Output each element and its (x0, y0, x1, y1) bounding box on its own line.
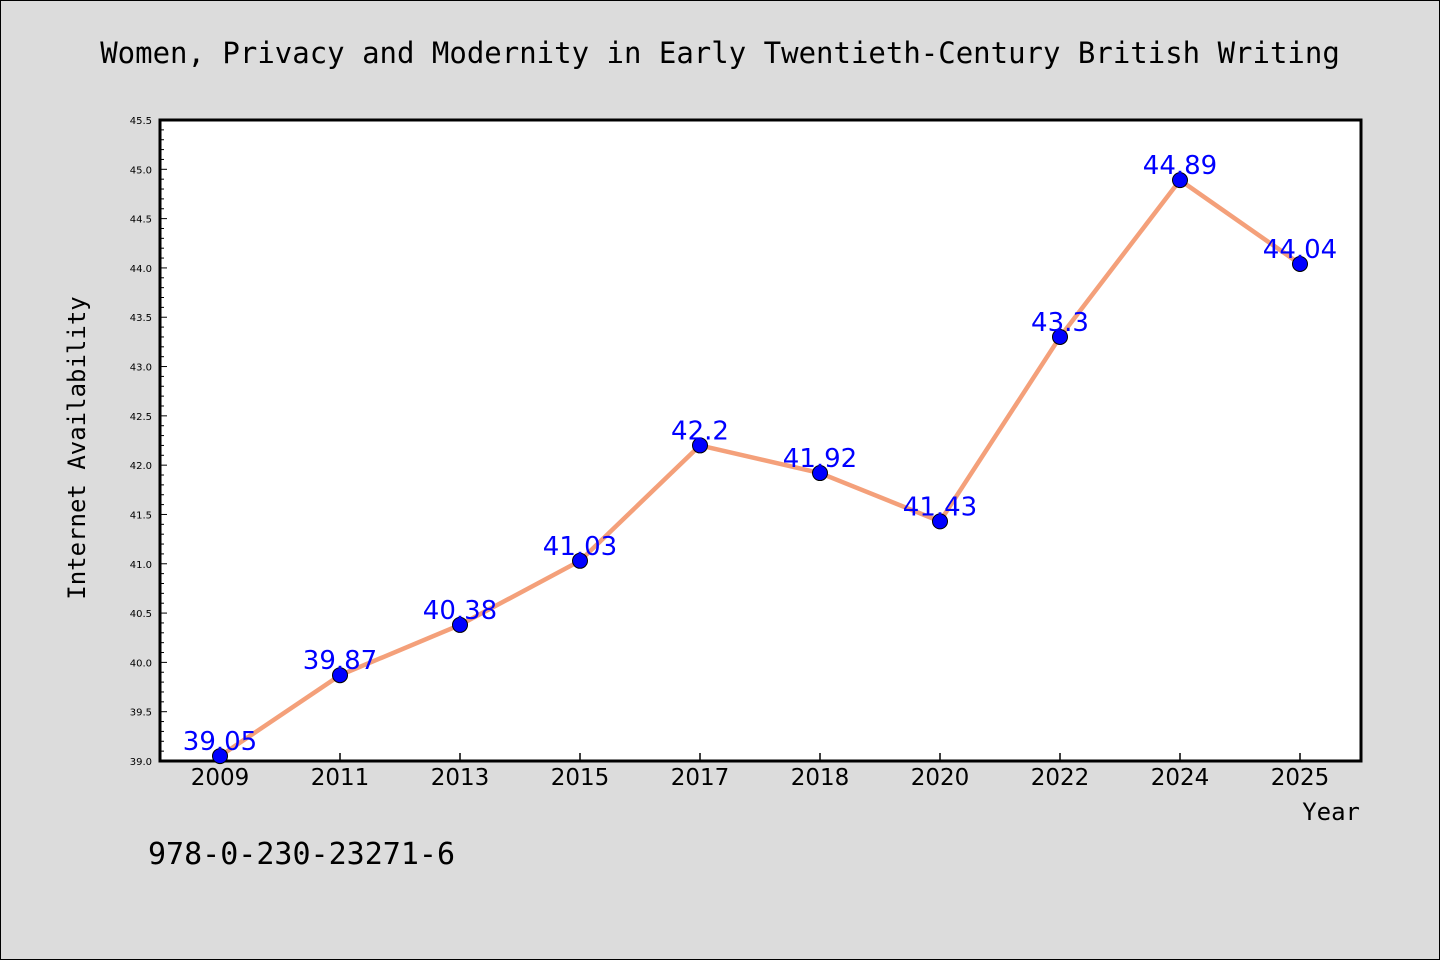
y-tick-label: 43.5 (130, 313, 152, 324)
y-tick-label: 42.0 (130, 461, 152, 472)
x-tick-label: 2020 (911, 765, 970, 791)
x-tick-label: 2018 (791, 765, 850, 791)
y-tick-label: 40.5 (130, 609, 152, 620)
isbn-text: 978-0-230-23271-6 (148, 837, 455, 872)
x-axis-label: Year (1302, 798, 1360, 826)
data-label: 44.89 (1143, 151, 1217, 181)
y-tick-label: 39.0 (130, 757, 152, 768)
x-tick-label: 2025 (1271, 765, 1330, 791)
y-axis: 39.0 39.5 40.0 40.5 41.0 41.5 42.0 42.5 43.0 43.5… (130, 116, 167, 768)
x-tick-label: 2011 (311, 765, 370, 791)
x-tick-label: 2022 (1031, 765, 1090, 791)
data-point (692, 437, 708, 454)
y-tick-label: 45.0 (130, 165, 152, 176)
data-label: 39.87 (303, 646, 377, 676)
data-point (1292, 255, 1308, 272)
data-point (452, 616, 468, 633)
x-tick-label: 2024 (1151, 765, 1210, 791)
y-tick-label: 41.5 (130, 510, 152, 521)
data-label: 44.04 (1263, 235, 1337, 265)
data-point (932, 513, 948, 530)
data-point (1172, 172, 1188, 189)
data-point (332, 667, 348, 684)
x-tick-label: 2015 (551, 765, 610, 791)
plot-area (158, 118, 1363, 763)
data-label: 39.05 (183, 727, 257, 757)
data-label: 42.2 (671, 416, 729, 446)
y-tick-label: 39.5 (130, 708, 152, 719)
data-point (1052, 328, 1068, 345)
y-tick-label: 45.5 (130, 116, 152, 127)
data-label: 43.3 (1031, 308, 1089, 338)
x-tick-label: 2017 (671, 765, 730, 791)
data-label: 40.38 (423, 596, 497, 626)
x-axis: 2009 2011 2013 2015 2017 2018 2020 2022 2024 2025 (191, 753, 1330, 791)
series-layer (212, 172, 1308, 765)
y-tick-label: 42.5 (130, 412, 152, 423)
data-label: 41.43 (903, 492, 977, 522)
data-point (212, 748, 228, 765)
data-labels: 39.05 39.87 40.38 41.03 42.2 41.92 41.43 43.3 44… (183, 151, 1337, 757)
data-label: 41.92 (783, 444, 857, 474)
series-line (217, 177, 1303, 759)
x-tick-label: 2013 (431, 765, 490, 791)
chart-title: Women, Privacy and Modernity in Early Tw… (100, 36, 1340, 70)
y-tick-label: 41.0 (130, 560, 152, 571)
y-axis-label: Internet Availability (63, 296, 91, 599)
y-tick-label: 44.0 (130, 264, 152, 275)
data-point (812, 465, 828, 482)
y-tick-label: 44.5 (130, 215, 152, 226)
y-tick-label: 40.0 (130, 658, 152, 669)
x-tick-label: 2009 (191, 765, 250, 791)
data-label: 41.03 (543, 532, 617, 562)
y-tick-label: 43.0 (130, 363, 152, 374)
data-point (572, 552, 588, 569)
